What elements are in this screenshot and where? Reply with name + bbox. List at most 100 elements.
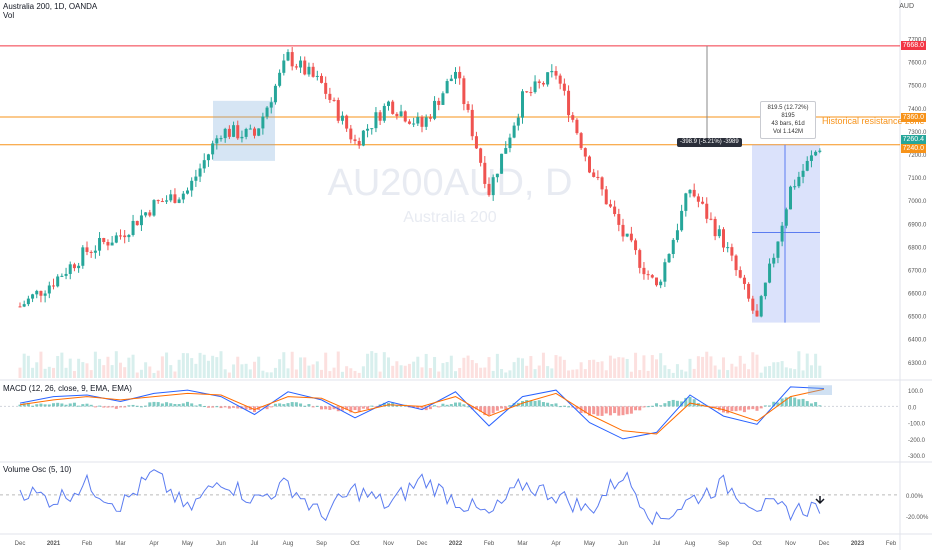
macd-histogram-bar xyxy=(278,403,282,407)
time-tick-label: Jul xyxy=(251,541,259,547)
macd-histogram-bar xyxy=(361,406,365,409)
macd-histogram-bar xyxy=(114,406,118,409)
volume-bar xyxy=(701,356,705,378)
candle-body xyxy=(726,247,730,249)
volume-bar xyxy=(625,358,629,378)
candle-body xyxy=(504,148,508,154)
time-tick-label: May xyxy=(584,541,595,547)
macd-histogram-bar xyxy=(236,406,240,409)
macd-histogram-bar xyxy=(537,400,541,407)
candle-body xyxy=(805,160,809,171)
candle-body xyxy=(52,285,55,287)
macd-histogram-bar xyxy=(667,401,671,407)
volume-bar xyxy=(629,371,633,378)
macd-histogram-bar xyxy=(789,396,792,407)
volume-bar xyxy=(529,356,533,378)
price-tick-label: 6400.0 xyxy=(908,338,927,344)
candle-body xyxy=(801,170,805,177)
volume-bar xyxy=(227,372,231,378)
volume-bar xyxy=(282,352,286,378)
candle-body xyxy=(282,60,286,73)
volume-bar xyxy=(353,370,357,378)
volume-bar xyxy=(127,357,131,378)
volume-osc-line xyxy=(19,469,821,526)
macd-histogram-bar xyxy=(525,400,529,407)
macd-histogram-bar xyxy=(160,403,164,407)
candle-body xyxy=(412,123,416,125)
volume-bar xyxy=(768,366,772,378)
macd-histogram-bar xyxy=(747,406,751,410)
volume-bar xyxy=(608,355,612,378)
volume-bar xyxy=(202,354,206,378)
candle-body xyxy=(357,141,361,146)
watermark-name: Australia 200 xyxy=(403,209,496,226)
candle-body xyxy=(546,72,550,85)
macd-label[interactable]: MACD (12, 26, close, 9, EMA, EMA) xyxy=(3,384,132,393)
macd-histogram-bar xyxy=(638,406,642,411)
macd-histogram-bar xyxy=(797,399,801,407)
macd-histogram-bar xyxy=(206,406,210,408)
macd-histogram-bar xyxy=(621,406,625,416)
candle-body xyxy=(742,277,746,284)
candle-body xyxy=(458,71,462,79)
volume-bar xyxy=(119,362,122,378)
time-tick-label: Dec xyxy=(819,541,830,547)
volume-bar xyxy=(374,352,378,378)
macd-histogram-bar xyxy=(307,404,311,407)
volume-bar xyxy=(106,356,110,378)
macd-histogram-bar xyxy=(290,402,294,407)
volume-bar xyxy=(449,355,453,378)
macd-tick-label: -100.0 xyxy=(908,422,926,428)
macd-histogram-bar xyxy=(433,405,437,407)
time-tick-label: Apr xyxy=(551,541,560,547)
volume-bar xyxy=(759,372,763,378)
macd-histogram-bar xyxy=(437,406,441,408)
candle-body xyxy=(659,281,663,286)
macd-histogram-bar xyxy=(441,403,445,407)
candle-body xyxy=(701,201,705,204)
macd-histogram-bar xyxy=(190,403,194,407)
osc-tick-label: -20.00% xyxy=(906,515,929,521)
price-tag: 7240.0 xyxy=(900,143,926,153)
candle-body xyxy=(336,100,340,121)
volume-bar xyxy=(278,359,282,378)
volume-bar xyxy=(148,366,152,378)
volume-bar xyxy=(85,363,89,378)
macd-histogram-bar xyxy=(139,406,143,408)
candle-body xyxy=(692,189,696,197)
candle-body xyxy=(680,210,684,231)
candle-body xyxy=(39,290,43,296)
volume-bar xyxy=(273,367,277,378)
candle-body xyxy=(759,296,763,317)
volume-bar xyxy=(420,367,424,378)
volume-bar xyxy=(253,361,256,378)
volume-bar xyxy=(387,357,390,378)
macd-histogram-bar xyxy=(198,404,202,407)
volume-bar xyxy=(780,361,784,378)
candle-body xyxy=(286,52,290,61)
macd-histogram-bar xyxy=(772,401,776,407)
candle-body xyxy=(227,128,231,137)
candle-body xyxy=(177,199,181,203)
candle-body xyxy=(265,107,269,117)
macd-histogram-bar xyxy=(294,402,298,407)
candle-body xyxy=(181,193,185,200)
volume-osc-label[interactable]: Volume Osc (5, 10) xyxy=(3,465,72,474)
candle-body xyxy=(110,242,114,246)
volume-bar xyxy=(688,358,692,378)
macd-histogram-bar xyxy=(479,406,483,412)
volume-bar xyxy=(378,371,382,378)
macd-histogram-bar xyxy=(31,405,35,407)
volume-bar xyxy=(592,359,596,378)
candle-body xyxy=(77,265,81,269)
candle-body xyxy=(257,128,261,136)
candle-body xyxy=(730,247,734,256)
time-tick-label: Jun xyxy=(216,541,226,547)
macd-histogram-bar xyxy=(726,406,730,414)
volume-bar xyxy=(307,365,311,378)
candle-body xyxy=(165,200,169,202)
volume-bar xyxy=(286,368,290,378)
volume-bar xyxy=(98,358,102,378)
symbol-title[interactable]: Australia 200, 1D, OANDA xyxy=(3,2,98,11)
